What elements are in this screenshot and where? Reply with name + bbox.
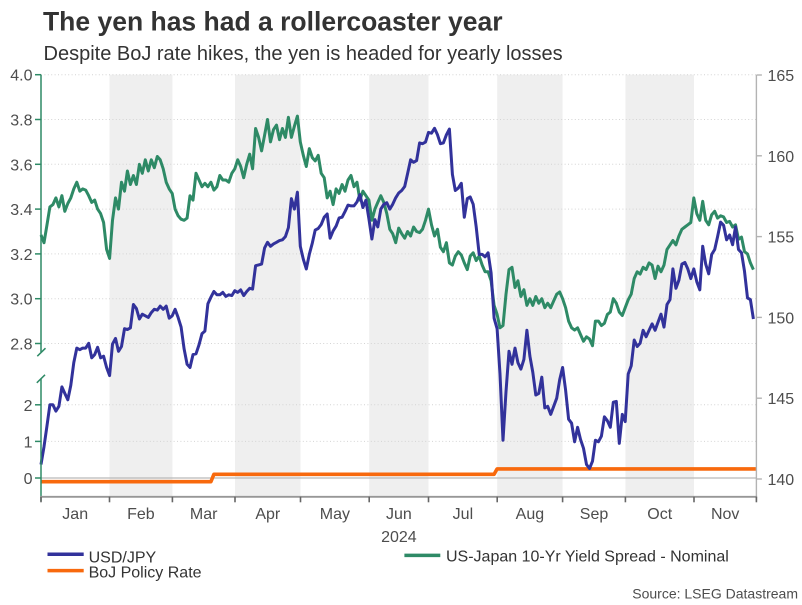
svg-text:3.6: 3.6 (10, 157, 32, 174)
svg-text:150: 150 (768, 310, 795, 327)
svg-text:3.4: 3.4 (10, 202, 32, 219)
svg-text:3.8: 3.8 (10, 113, 32, 130)
svg-text:Source: LSEG Datastream: Source: LSEG Datastream (632, 586, 798, 602)
svg-text:Despite BoJ rate hikes, the ye: Despite BoJ rate hikes, the yen is heade… (44, 43, 563, 65)
svg-text:Aug: Aug (516, 506, 544, 523)
svg-text:1: 1 (24, 434, 33, 451)
svg-text:Jun: Jun (386, 506, 412, 523)
svg-text:4.0: 4.0 (10, 68, 32, 85)
svg-text:2024: 2024 (381, 529, 417, 546)
svg-text:2: 2 (24, 398, 33, 415)
svg-text:2.8: 2.8 (10, 337, 32, 354)
svg-text:0: 0 (24, 471, 33, 488)
svg-text:Nov: Nov (711, 506, 739, 523)
svg-text:USD/JPY: USD/JPY (89, 550, 157, 567)
svg-text:May: May (320, 506, 350, 523)
svg-text:145: 145 (768, 391, 795, 408)
svg-text:Feb: Feb (127, 506, 155, 523)
svg-text:3.0: 3.0 (10, 292, 32, 309)
svg-text:Sep: Sep (580, 506, 609, 523)
svg-text:Jan: Jan (62, 506, 88, 523)
svg-text:155: 155 (768, 230, 795, 247)
svg-text:Mar: Mar (190, 506, 218, 523)
svg-text:US-Japan 10-Yr Yield Spread -: US-Japan 10-Yr Yield Spread - Nominal (446, 549, 729, 566)
svg-text:165: 165 (768, 68, 795, 85)
svg-text:3.2: 3.2 (10, 247, 32, 264)
svg-text:140: 140 (768, 472, 795, 489)
svg-text:Apr: Apr (255, 506, 281, 523)
svg-text:160: 160 (768, 149, 795, 166)
svg-text:Oct: Oct (647, 506, 672, 523)
svg-text:BoJ Policy Rate: BoJ Policy Rate (89, 564, 202, 581)
svg-text:Jul: Jul (453, 506, 473, 523)
svg-text:The yen has had a rollercoaste: The yen has had a rollercoaster year (43, 7, 503, 37)
